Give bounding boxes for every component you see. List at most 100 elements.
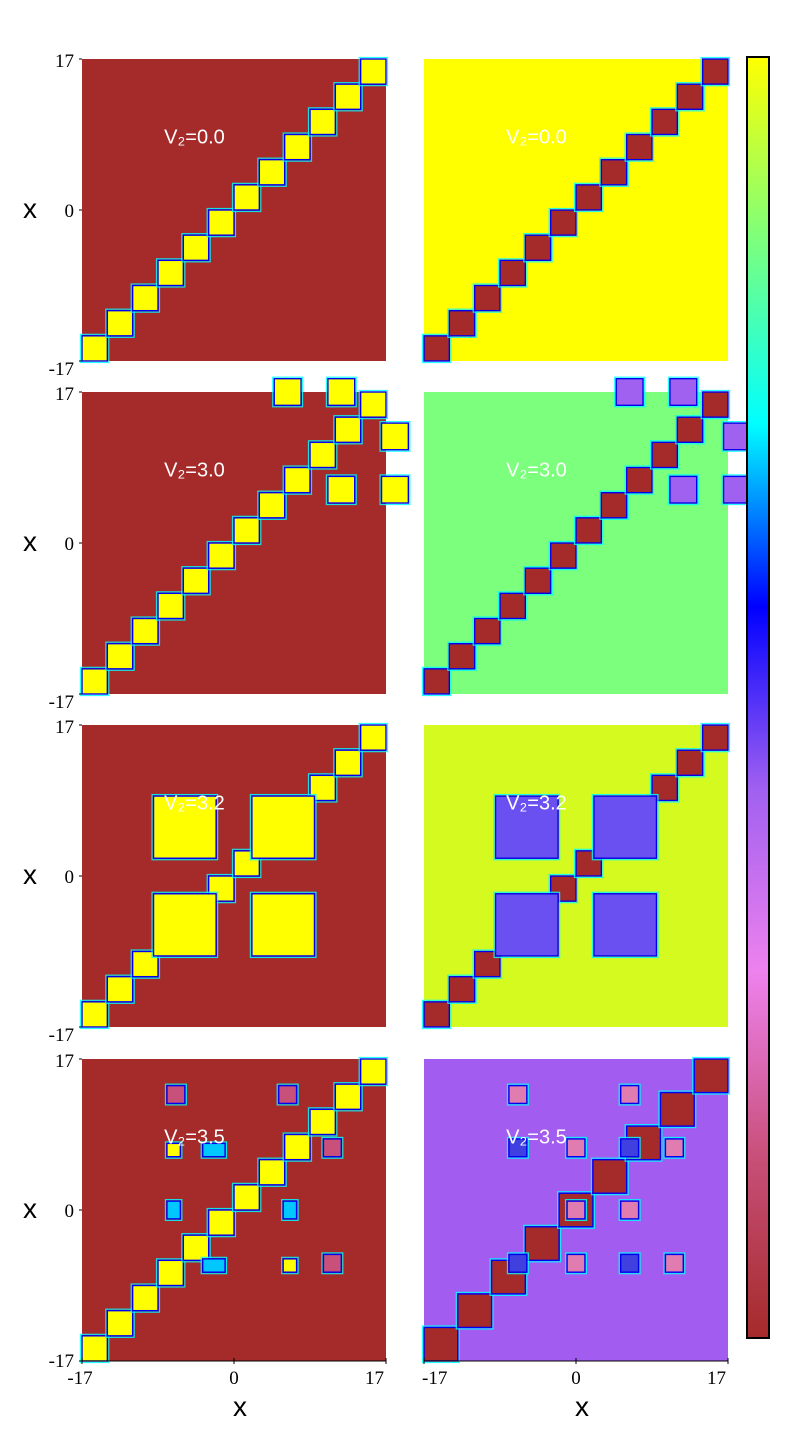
off-diagonal-block-halo (249, 793, 317, 861)
diagonal-block-halo (307, 1107, 338, 1137)
diagonal-block (233, 1184, 261, 1211)
diagonal-block-halo (257, 490, 287, 520)
y-axis-label: x (23, 1193, 37, 1224)
off-diagonal-block (251, 893, 316, 957)
diagonal-block-halo (472, 949, 503, 979)
heatmap-panel: V₂=3.5 (79, 1056, 389, 1364)
diagonal-block (423, 1326, 459, 1362)
diagonal-block-halo (130, 283, 161, 313)
heatmap-panel: V₂=3.0 (79, 376, 411, 697)
diagonal-block-halo (523, 233, 553, 263)
diagonal-block (359, 391, 387, 418)
diagonal-block (157, 1259, 185, 1287)
diagonal-block (423, 335, 451, 362)
off-diagonal-block-halo (618, 1136, 641, 1159)
diagonal-block-halo (105, 308, 135, 338)
off-diagonal-block (664, 1138, 684, 1158)
diagonal-block (676, 83, 704, 111)
diagonal-block (334, 1083, 362, 1111)
diagonal-block-halo (282, 465, 313, 495)
off-diagonal-block (620, 1200, 640, 1220)
diagonal-block-halo (181, 566, 211, 596)
diagonal-block (309, 1108, 337, 1136)
diagonal-block-halo (206, 540, 237, 571)
diagonal-block (81, 335, 109, 362)
diagonal-block (283, 133, 311, 161)
diagonal-block (207, 1209, 235, 1236)
diagonal-block (473, 284, 501, 312)
panel-label: V₂=3.0 (164, 460, 225, 482)
diagonal-block-halo (573, 848, 604, 879)
diagonal-block-halo (105, 641, 135, 671)
diagonal-block (207, 209, 235, 236)
off-diagonal-block (508, 1253, 528, 1273)
diagonal-block (651, 108, 679, 136)
diagonal-block (258, 158, 286, 186)
off-diagonal-block-halo (164, 1141, 183, 1159)
colorbar-bar (746, 56, 770, 1339)
diagonal-block-halo (130, 949, 161, 979)
diagonal-block (625, 133, 653, 161)
off-diagonal-block (322, 1138, 342, 1158)
y-axis-label: x (23, 193, 37, 224)
diagonal-block (283, 1133, 311, 1161)
off-diagonal-block-halo (200, 1141, 228, 1159)
diagonal-block (258, 1158, 286, 1186)
off-diagonal-block-halo (564, 1199, 588, 1221)
panel-label: V₂=3.5 (506, 1127, 567, 1149)
diagonal-block-halo (548, 540, 579, 571)
off-diagonal-block-halo (618, 1083, 641, 1106)
panel-label: V₂=3.2 (506, 793, 567, 815)
diagonal-block-halo (573, 182, 604, 213)
diagonal-block (448, 975, 476, 1003)
off-diagonal-block (282, 1258, 298, 1273)
off-diagonal-block (327, 475, 356, 504)
diagonal-block-halo (548, 873, 579, 904)
x-tick-label: 17 (365, 1368, 384, 1389)
diagonal-block (207, 542, 235, 569)
diagonal-block (701, 391, 729, 418)
diagonal-block (359, 58, 387, 85)
off-diagonal-block (566, 1253, 586, 1273)
diagonal-block-halo (231, 1182, 262, 1213)
off-diagonal-block-halo (663, 1252, 686, 1275)
off-diagonal-block (278, 1084, 298, 1105)
panel-label: V₂=3.0 (506, 460, 567, 482)
off-diagonal-block-halo (564, 1252, 588, 1275)
diagonal-block (651, 441, 679, 469)
off-diagonal-block (327, 377, 356, 407)
diagonal-block (549, 542, 577, 569)
diagonal-block (106, 975, 134, 1003)
diagonal-block (81, 668, 109, 695)
diagonal-block-halo (333, 82, 363, 112)
diagonal-block (106, 309, 134, 337)
off-diagonal-block (615, 377, 644, 407)
diagonal-block-halo (358, 56, 389, 87)
diagonal-block (549, 209, 577, 236)
off-diagonal-block-halo (667, 474, 699, 506)
off-diagonal-block-halo (667, 376, 699, 408)
heatmap-panel: V₂=0.0 (79, 56, 389, 364)
off-diagonal-block-halo (493, 793, 561, 861)
y-axis-label: x (23, 526, 37, 557)
diagonal-block-halo (231, 182, 262, 213)
diagonal-block-halo (649, 440, 680, 470)
off-diagonal-block (593, 893, 658, 957)
off-diagonal-block (202, 1258, 226, 1273)
diagonal-block (157, 259, 185, 287)
diagonal-block-halo (282, 132, 313, 162)
y-tick-label: 0 (65, 867, 75, 888)
diagonal-block-halo (282, 1132, 313, 1162)
diagonal-block-halo (557, 1191, 595, 1229)
axes-layer: 17 0 -17 x 17 0 -17 x 17 0 -17 x 17 0 -17 x -17 0 17 x -17 0 1… (23, 51, 729, 1422)
y-tick-label: 17 (55, 1051, 74, 1072)
diagonal-block-halo (624, 132, 655, 162)
off-diagonal-block-halo (151, 793, 219, 861)
diagonal-block-halo (573, 515, 604, 546)
y-tick-label: 0 (65, 1201, 75, 1222)
off-diagonal-block-halo (591, 793, 659, 861)
diagonal-block-halo (155, 258, 186, 288)
diagonal-block-halo (523, 1224, 562, 1263)
diagonal-block-halo (497, 258, 528, 288)
diagonal-block-halo (675, 415, 705, 445)
